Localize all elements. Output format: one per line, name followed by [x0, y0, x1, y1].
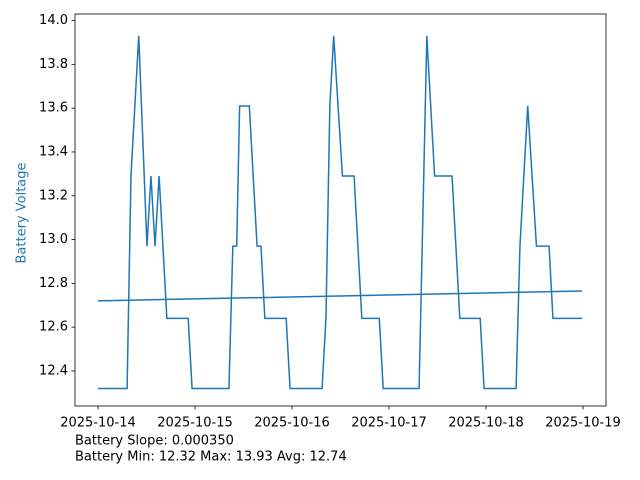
y-tick-label: 13.2 [39, 188, 68, 203]
data-line [97, 290, 583, 302]
footer-line: Battery Slope: 0.000350 [75, 434, 234, 449]
y-tick-label: 13.6 [39, 101, 68, 116]
footer-line: Battery Min: 12.32 Max: 13.93 Avg: 12.74 [75, 450, 347, 465]
y-tick-label: 12.4 [39, 363, 68, 378]
y-tick-label: 14.0 [39, 13, 68, 28]
y-tick-label: 13.4 [39, 144, 68, 159]
x-tick-label: 2025-10-15 [157, 416, 233, 431]
x-tick-label: 2025-10-19 [545, 416, 621, 431]
y-tick-label: 12.6 [39, 320, 68, 335]
y-axis-label: Battery Voltage [15, 162, 30, 263]
x-tick-label: 2025-10-14 [60, 416, 136, 431]
data-line [97, 35, 583, 390]
x-tick-label: 2025-10-18 [448, 416, 524, 431]
plot-frame [74, 13, 607, 407]
x-tick-label: 2025-10-16 [254, 416, 330, 431]
y-tick-label: 13.8 [39, 57, 68, 72]
y-tick-label: 13.0 [39, 232, 68, 247]
x-tick-label: 2025-10-17 [351, 416, 427, 431]
y-tick-label: 12.8 [39, 276, 68, 291]
